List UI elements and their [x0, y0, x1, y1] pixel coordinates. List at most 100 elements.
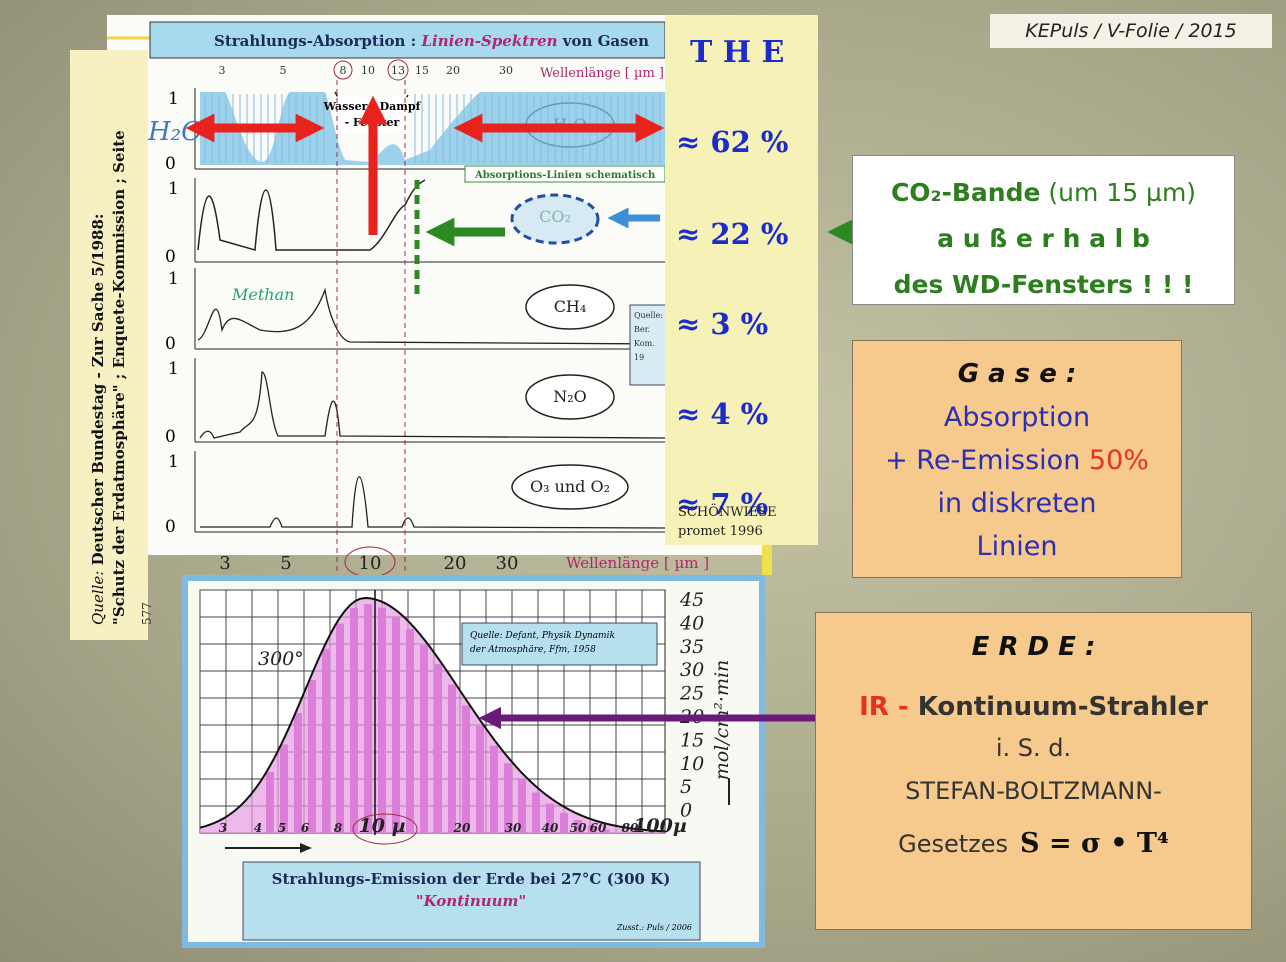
gase-box: G a s e : Absorption + Re-Emission 50% i…: [852, 340, 1182, 578]
emission-x-tick: 60: [590, 821, 607, 835]
top-tick: 5: [280, 64, 287, 77]
top-tick: 13: [391, 64, 405, 77]
title-em: Linien-Spektren: [420, 32, 557, 50]
shares: ≈ 62 % ≈ 22 % ≈ 3 % ≈ 4 % ≈ 7 %: [676, 125, 788, 521]
emission-y-tick: 5: [680, 776, 692, 798]
source-line2: "Schutz der Erdatmosphäre" ; Enquete-Kom…: [110, 130, 128, 625]
emission-source: Quelle: Defant, Physik Dynamik: [470, 631, 615, 641]
temperature: 300°: [258, 648, 304, 670]
emission-y-tick: 35: [680, 636, 704, 658]
h2o-absorption: [200, 92, 665, 165]
side-note: Quelle: Ber. Kom. 19: [634, 311, 663, 362]
gase-red: 50%: [1088, 445, 1149, 476]
emission-x-tick: 80: [622, 821, 639, 835]
top-tick: 15: [415, 64, 429, 77]
share: ≈ 62 %: [676, 125, 788, 159]
source-text: Deutscher Bundestag - Zur Sache 5/1988:: [89, 214, 107, 571]
side-note-line: Kom.: [634, 339, 655, 348]
side-note-line: 19: [634, 353, 644, 362]
co2-box: CO₂-Bande (um 15 µm) a u ß e r h a l b d…: [852, 155, 1235, 305]
ch4-curve: [197, 287, 666, 345]
caption: Strahlungs-Emission der Erde bei 27°C (3…: [272, 870, 671, 888]
top-tick: 10: [361, 64, 375, 77]
axis-zero: 0: [165, 517, 176, 537]
emission-x-tick: 100µ: [633, 815, 687, 837]
side-note-line: Quelle:: [634, 311, 663, 320]
gas-oval: [525, 284, 615, 330]
emission-y-tick: 25: [679, 683, 704, 705]
erde-line: Gesetzes S = σ • T⁴: [816, 817, 1251, 871]
emission-source: der Atmosphäre, Ffm, 1958: [470, 645, 596, 655]
emission-source-box: [461, 622, 658, 666]
emission-x-tick: 4: [254, 821, 262, 835]
wavelength-top: Wellenlänge [ µm ]: [540, 66, 664, 81]
the-credit: promet 1996: [678, 524, 763, 539]
erde-title: E R D E :: [971, 632, 1096, 662]
co2-curve: [197, 179, 426, 251]
axis-zero: 0: [165, 334, 176, 354]
axis-zero: 0: [165, 427, 176, 447]
yellow-edge: [762, 545, 772, 575]
title-text: Strahlungs-Absorption :: [214, 32, 421, 50]
bottom-tick: 5: [280, 553, 291, 574]
gase-line: Absorption: [943, 402, 1091, 433]
source-text: "Schutz der Erdatmosphäre" ; Enquete-Kom…: [110, 130, 128, 625]
share: ≈ 3 %: [676, 307, 768, 341]
emission-x-tick: 10 µ: [359, 815, 406, 837]
caption-credit: Zusst.: Puls / 2006: [616, 923, 692, 932]
gas-label: CH₄: [554, 297, 587, 316]
gas-label: N₂O: [553, 387, 587, 406]
co2-highlight: [510, 193, 600, 245]
axis-one: 1: [168, 359, 179, 379]
gase-line: + Re-Emission 50%: [853, 439, 1181, 482]
side-note-line: Ber.: [634, 325, 650, 334]
emission-x-tick: 5: [278, 821, 286, 835]
gas-label: O₃ und O₂: [530, 477, 610, 496]
erde-line: IR - Kontinuum-Strahler: [816, 687, 1251, 727]
circle-8: [333, 60, 353, 80]
share: ≈ 4 %: [676, 397, 768, 431]
bottom-tick: 3: [219, 553, 230, 574]
emission-y-tick: 30: [680, 659, 704, 681]
header: KEPuls / V-Folie / 2015: [990, 14, 1272, 48]
gase-text: + Re-Emission: [885, 445, 1089, 476]
schematic-label: Absorptions-Linien schematisch: [474, 170, 656, 181]
emission-y-tick: 0: [680, 800, 692, 822]
emission-x-tick: 8: [334, 821, 343, 835]
the-title: T H E: [690, 35, 784, 70]
circle-13: [387, 59, 409, 81]
source-strip: [70, 50, 148, 640]
bottom-ticks: 3 5 10 20 30: [219, 553, 518, 574]
top-ticks: 3 5 8 10 13 15 20 30: [219, 64, 514, 77]
bottom-tick: 20: [444, 553, 467, 574]
title-end: von Gasen: [558, 32, 650, 50]
emission-y-tick: 10: [680, 753, 704, 775]
co2-rest: (um 15 µm): [1040, 178, 1197, 207]
bottom-tick: 30: [496, 553, 519, 574]
erde-line: i. S. d.: [995, 734, 1072, 762]
emission-y-tick: 40: [679, 612, 704, 634]
axis-one: 1: [168, 89, 179, 109]
top-tick: 30: [499, 64, 513, 77]
n2o-curve: [199, 371, 666, 439]
the-column: [665, 15, 818, 545]
source-page: 577: [140, 602, 154, 625]
source-line1: Quelle: Deutscher Bundestag - Zur Sache …: [89, 214, 107, 625]
top-tick: 20: [446, 64, 460, 77]
top-tick: 3: [219, 64, 226, 77]
share: ≈ 22 %: [676, 217, 788, 251]
wavelength-bottom: Wellenlänge [ µm ]: [566, 554, 709, 572]
emission-y-ticks: 454035302520151050: [679, 589, 704, 822]
caption-box: [242, 861, 701, 941]
gase-title: G a s e :: [957, 359, 1077, 389]
formula: S = σ • T⁴: [1020, 828, 1169, 859]
axis-one: 1: [168, 269, 179, 289]
erde-line: STEFAN-BOLTZMANN-: [905, 777, 1162, 805]
source-prefix: Quelle:: [89, 571, 107, 625]
handwritten-methan: Methan: [231, 285, 294, 304]
gase-line: Linien: [976, 531, 1058, 562]
emission-x-tick: 20: [453, 821, 471, 835]
side-note-box: [629, 304, 669, 386]
top-tick: 8: [340, 64, 347, 77]
